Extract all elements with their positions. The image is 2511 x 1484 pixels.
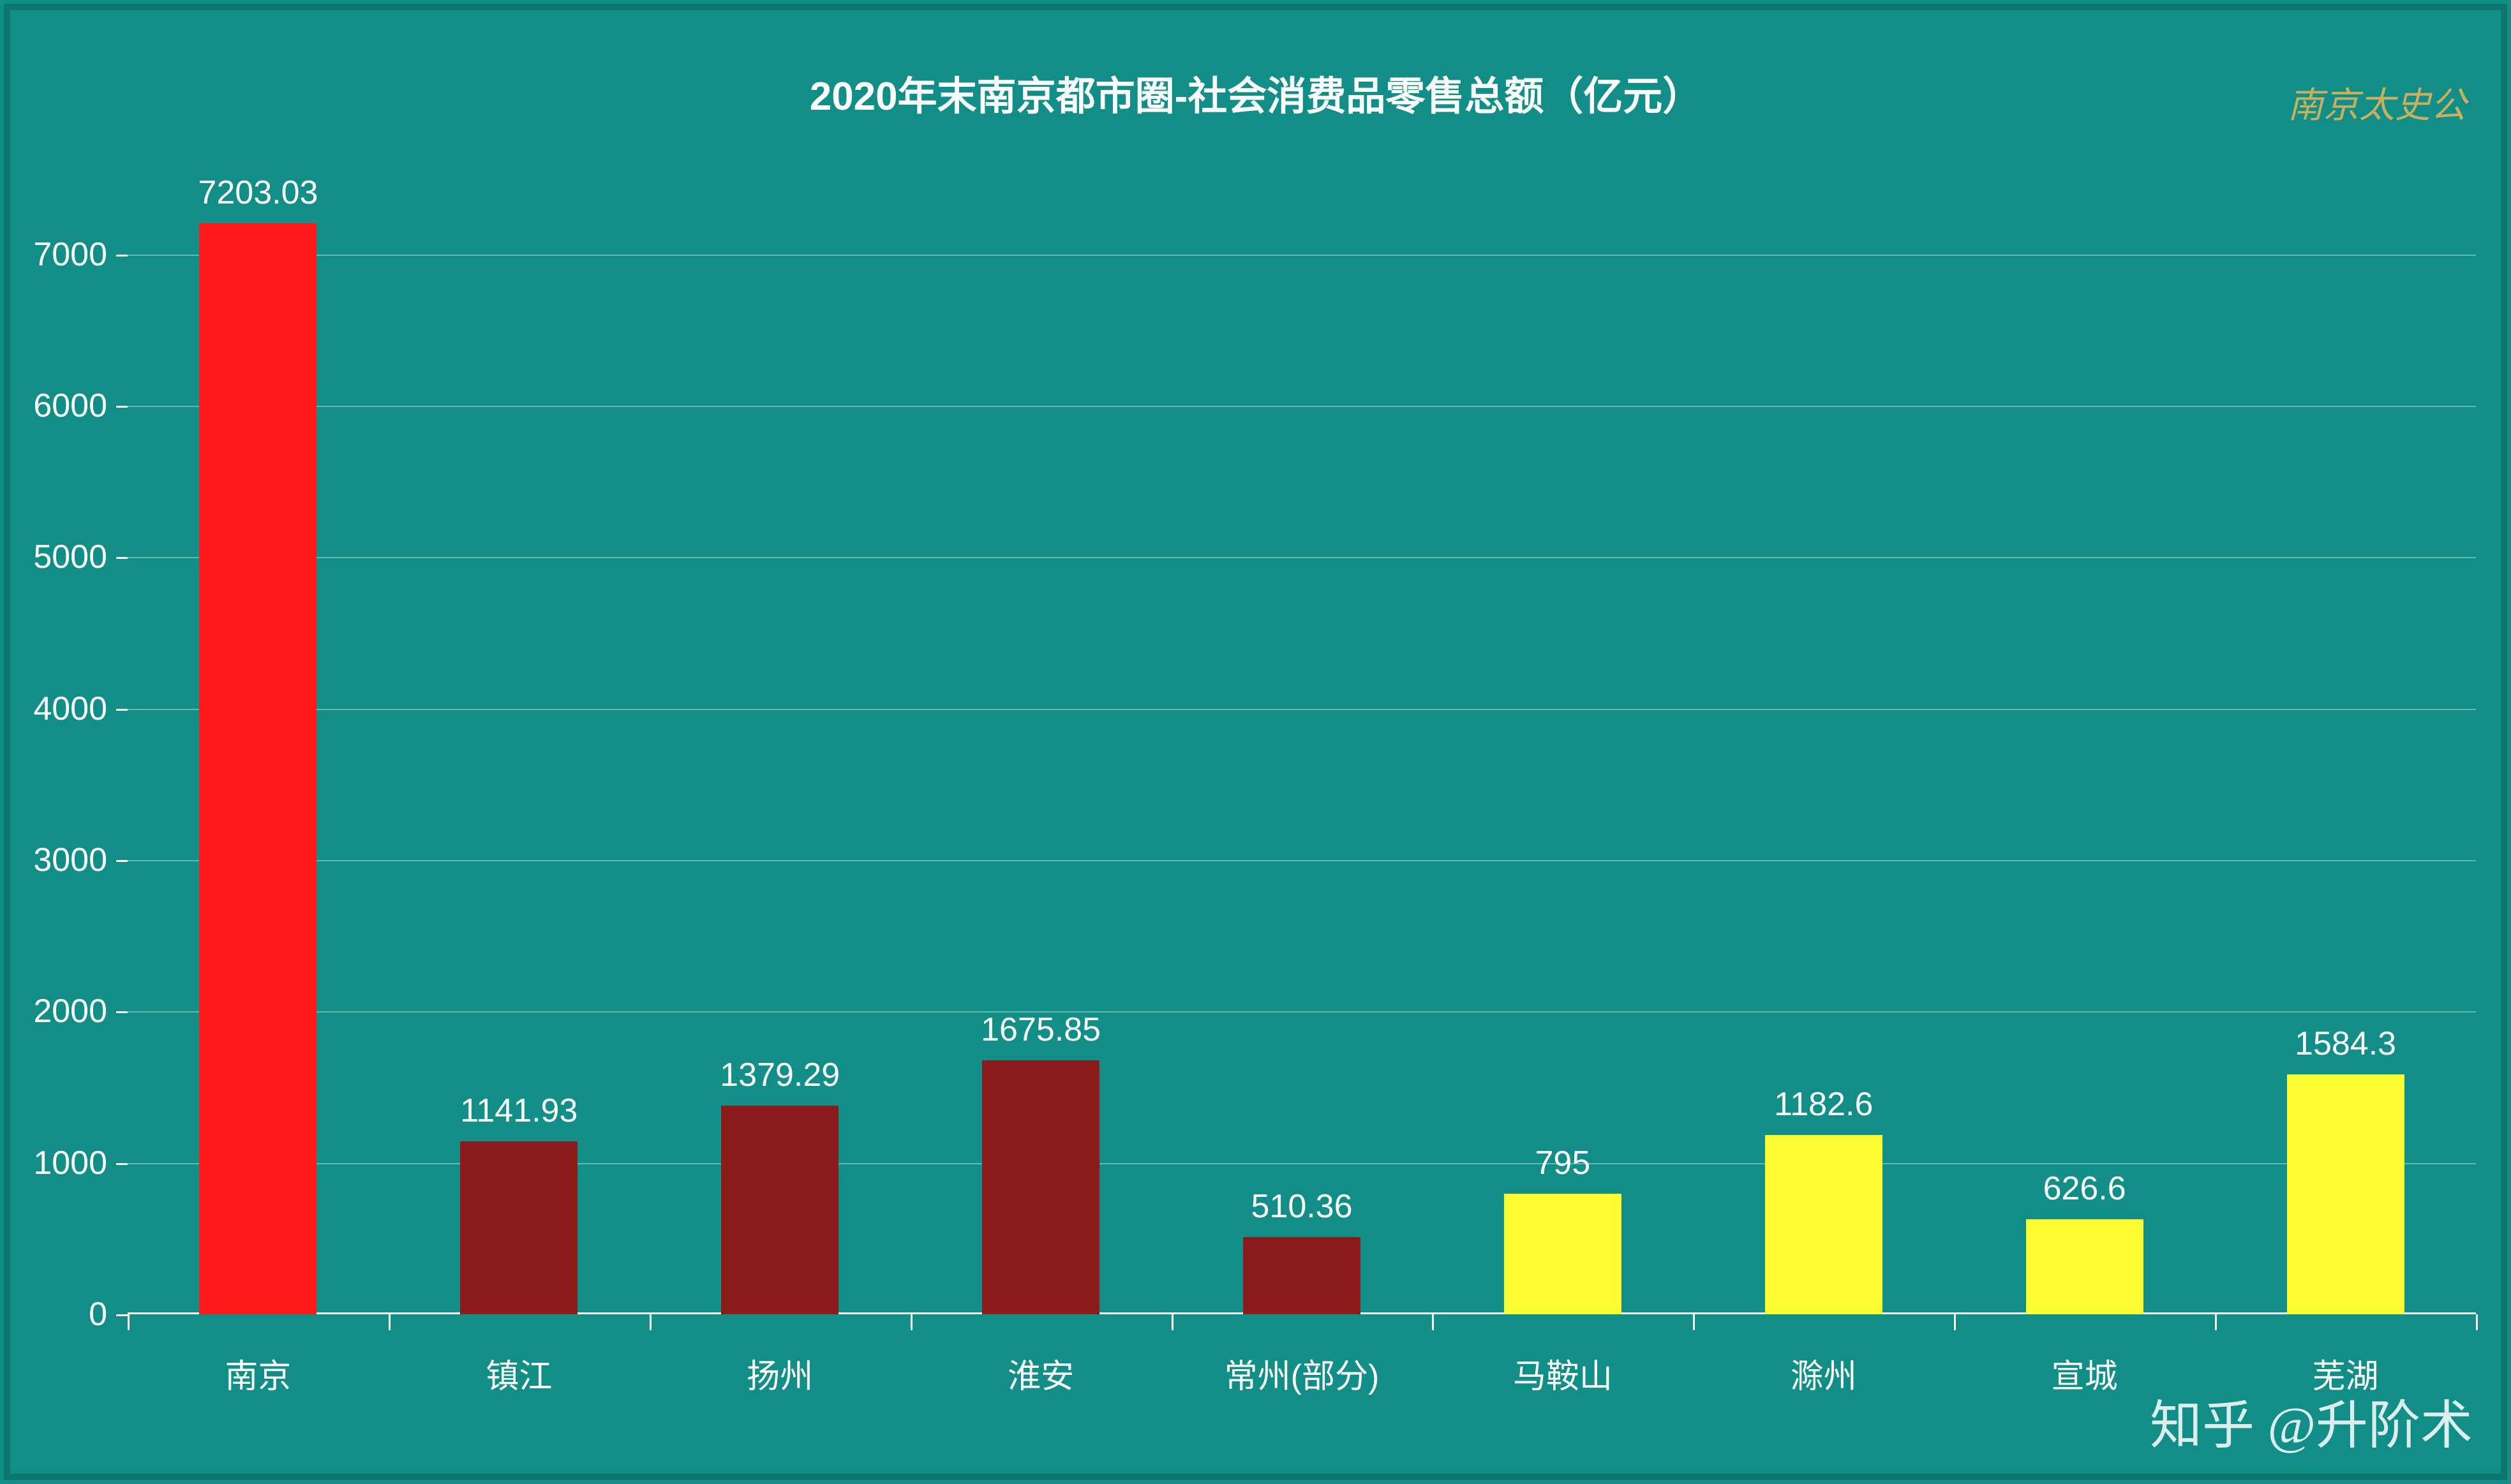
bar xyxy=(199,223,317,1314)
bar-value-label: 510.36 xyxy=(1251,1187,1352,1226)
y-tick-label: 5000 xyxy=(33,538,107,576)
y-tick-label: 0 xyxy=(89,1295,107,1333)
x-tick-mark xyxy=(1432,1314,1434,1330)
bar xyxy=(721,1106,838,1314)
x-tick-label: 扬州 xyxy=(747,1349,813,1397)
bar-value-label: 1141.93 xyxy=(460,1092,577,1130)
y-tick-label: 2000 xyxy=(33,992,107,1030)
bar-value-label: 1379.29 xyxy=(720,1056,840,1094)
bar-value-label: 626.6 xyxy=(2043,1169,2126,1208)
y-gridline xyxy=(128,709,2476,710)
chart-title: 2020年末南京都市圈-社会消费品零售总额（亿元） xyxy=(810,64,1703,121)
y-tick-label: 4000 xyxy=(33,690,107,728)
y-tick-label: 1000 xyxy=(33,1144,107,1182)
x-tick-mark xyxy=(1693,1314,1695,1330)
y-gridline xyxy=(128,255,2476,256)
x-tick-mark xyxy=(128,1314,130,1330)
bar-value-label: 795 xyxy=(1535,1144,1590,1182)
y-tick-mark xyxy=(116,709,128,711)
x-tick-label: 镇江 xyxy=(486,1349,552,1397)
x-tick-label: 马鞍山 xyxy=(1513,1349,1613,1397)
y-tick-mark xyxy=(116,1163,128,1165)
x-tick-mark xyxy=(650,1314,652,1330)
bar xyxy=(1765,1135,1882,1314)
bar xyxy=(2287,1074,2404,1314)
bar-value-label: 1182.6 xyxy=(1774,1085,1873,1124)
y-tick-label: 7000 xyxy=(33,235,107,274)
y-tick-mark xyxy=(116,406,128,408)
y-tick-mark xyxy=(116,255,128,256)
y-tick-mark xyxy=(116,1314,128,1316)
plot-area: 010002000300040005000600070007203.03南京11… xyxy=(128,179,2476,1314)
y-tick-mark xyxy=(116,557,128,559)
platform-watermark: 知乎 @升阶术 xyxy=(2150,1383,2473,1458)
x-tick-label: 滁州 xyxy=(1791,1349,1857,1397)
y-tick-mark xyxy=(116,860,128,862)
y-tick-label: 6000 xyxy=(33,387,107,425)
bar-value-label: 1675.85 xyxy=(981,1011,1101,1049)
bar-value-label: 1584.3 xyxy=(2295,1025,2396,1063)
x-tick-mark xyxy=(911,1314,913,1330)
chart-author-signature: 南京太史公 xyxy=(2288,77,2466,128)
y-gridline xyxy=(128,860,2476,861)
x-tick-label: 淮安 xyxy=(1008,1349,1074,1397)
bar xyxy=(2026,1219,2143,1314)
bar xyxy=(460,1141,577,1314)
bar-value-label: 7203.03 xyxy=(198,174,318,212)
y-gridline xyxy=(128,557,2476,558)
bar xyxy=(1243,1237,1360,1314)
x-tick-mark xyxy=(1172,1314,1174,1330)
x-tick-mark xyxy=(1954,1314,1956,1330)
x-tick-mark xyxy=(2215,1314,2217,1330)
bar xyxy=(1504,1194,1621,1314)
x-tick-label: 宣城 xyxy=(2052,1349,2118,1397)
x-tick-label: 南京 xyxy=(225,1349,291,1397)
y-tick-label: 3000 xyxy=(33,841,107,879)
y-tick-mark xyxy=(116,1011,128,1013)
x-tick-mark xyxy=(389,1314,391,1330)
y-gridline xyxy=(128,406,2476,407)
y-gridline xyxy=(128,1011,2476,1013)
x-tick-mark xyxy=(2476,1314,2478,1330)
bar xyxy=(982,1060,1099,1314)
x-tick-label: 常州(部分) xyxy=(1225,1349,1380,1397)
bar-chart-container: 2020年末南京都市圈-社会消费品零售总额（亿元） 南京太史公 01000200… xyxy=(0,0,2511,1484)
